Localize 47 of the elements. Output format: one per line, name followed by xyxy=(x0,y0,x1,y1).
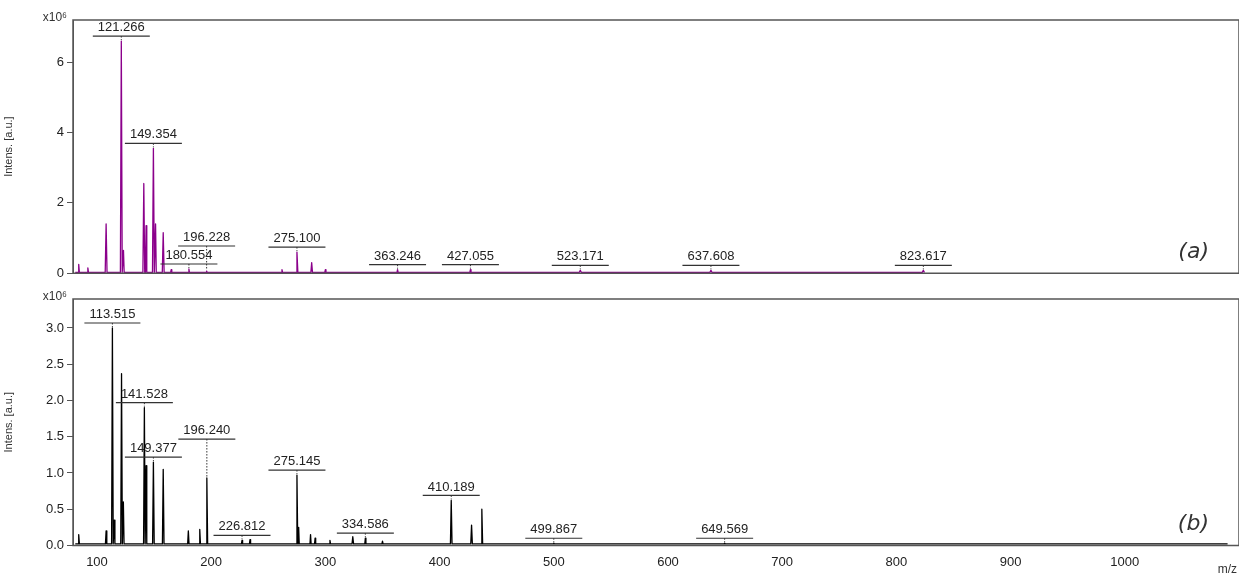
y-axis-title: Intens. [a.u.] xyxy=(1,116,14,177)
text: x10⁶ xyxy=(42,10,68,25)
annotation: (b) xyxy=(1177,510,1209,536)
x-tick-label: 100 xyxy=(86,553,108,569)
y-tick-label: 0.0 xyxy=(45,536,64,552)
annotation: 649.569 xyxy=(701,521,749,537)
y-tick-label: 3.0 xyxy=(45,319,64,335)
x-axis-title: m/z xyxy=(1217,562,1237,577)
annotation: 363.246 xyxy=(374,247,422,263)
y-tick-label: 2.0 xyxy=(45,392,64,408)
annotation: 149.354 xyxy=(129,126,177,142)
annotation: (a) xyxy=(1178,237,1209,263)
y-tick-label: 4 xyxy=(56,124,64,140)
annotation: 275.145 xyxy=(273,453,321,469)
y-tick-label: 6 xyxy=(56,53,64,69)
annotation: 427.055 xyxy=(446,247,494,263)
y-tick-label: 1.5 xyxy=(45,428,64,444)
x-tick-label: 200 xyxy=(200,553,223,569)
y-tick-label: 1.0 xyxy=(45,464,64,480)
annotation: 226.812 xyxy=(218,518,266,534)
x-tick-label: 900 xyxy=(999,553,1022,569)
annotation: 113.515 xyxy=(89,306,136,322)
annotation: 196.240 xyxy=(183,422,231,438)
y-axis-title: Intens. [a.u.] xyxy=(1,391,14,453)
y-tick-label: 0.5 xyxy=(45,500,64,516)
annotation: 823.617 xyxy=(899,248,947,264)
annotation: 523.171 xyxy=(556,248,604,264)
annotation: 275.100 xyxy=(273,230,321,246)
annotation: 196.228 xyxy=(183,229,231,245)
annotation: 180.554 xyxy=(165,247,213,263)
x-tick-label: 300 xyxy=(314,553,337,569)
x-tick-label: 600 xyxy=(657,553,679,569)
x-tick-label: 800 xyxy=(885,553,908,569)
annotation: 121.266 xyxy=(97,19,145,35)
x-tick-label: 500 xyxy=(542,553,565,569)
annotation: 637.608 xyxy=(687,248,735,264)
x-tick-label: 1000 xyxy=(1110,553,1140,569)
y-tick-label: 2 xyxy=(56,194,64,210)
annotation: 141.528 xyxy=(120,385,168,401)
text: x10⁶ xyxy=(42,289,68,304)
x-tick-label: 400 xyxy=(428,553,451,569)
annotation: 410.189 xyxy=(427,478,475,494)
y-tick-label: 0 xyxy=(56,264,64,280)
annotation: 334.586 xyxy=(341,516,389,532)
x-tick-label: 700 xyxy=(771,553,794,569)
annotation: 499.867 xyxy=(530,521,578,537)
y-tick-label: 2.5 xyxy=(45,355,64,371)
